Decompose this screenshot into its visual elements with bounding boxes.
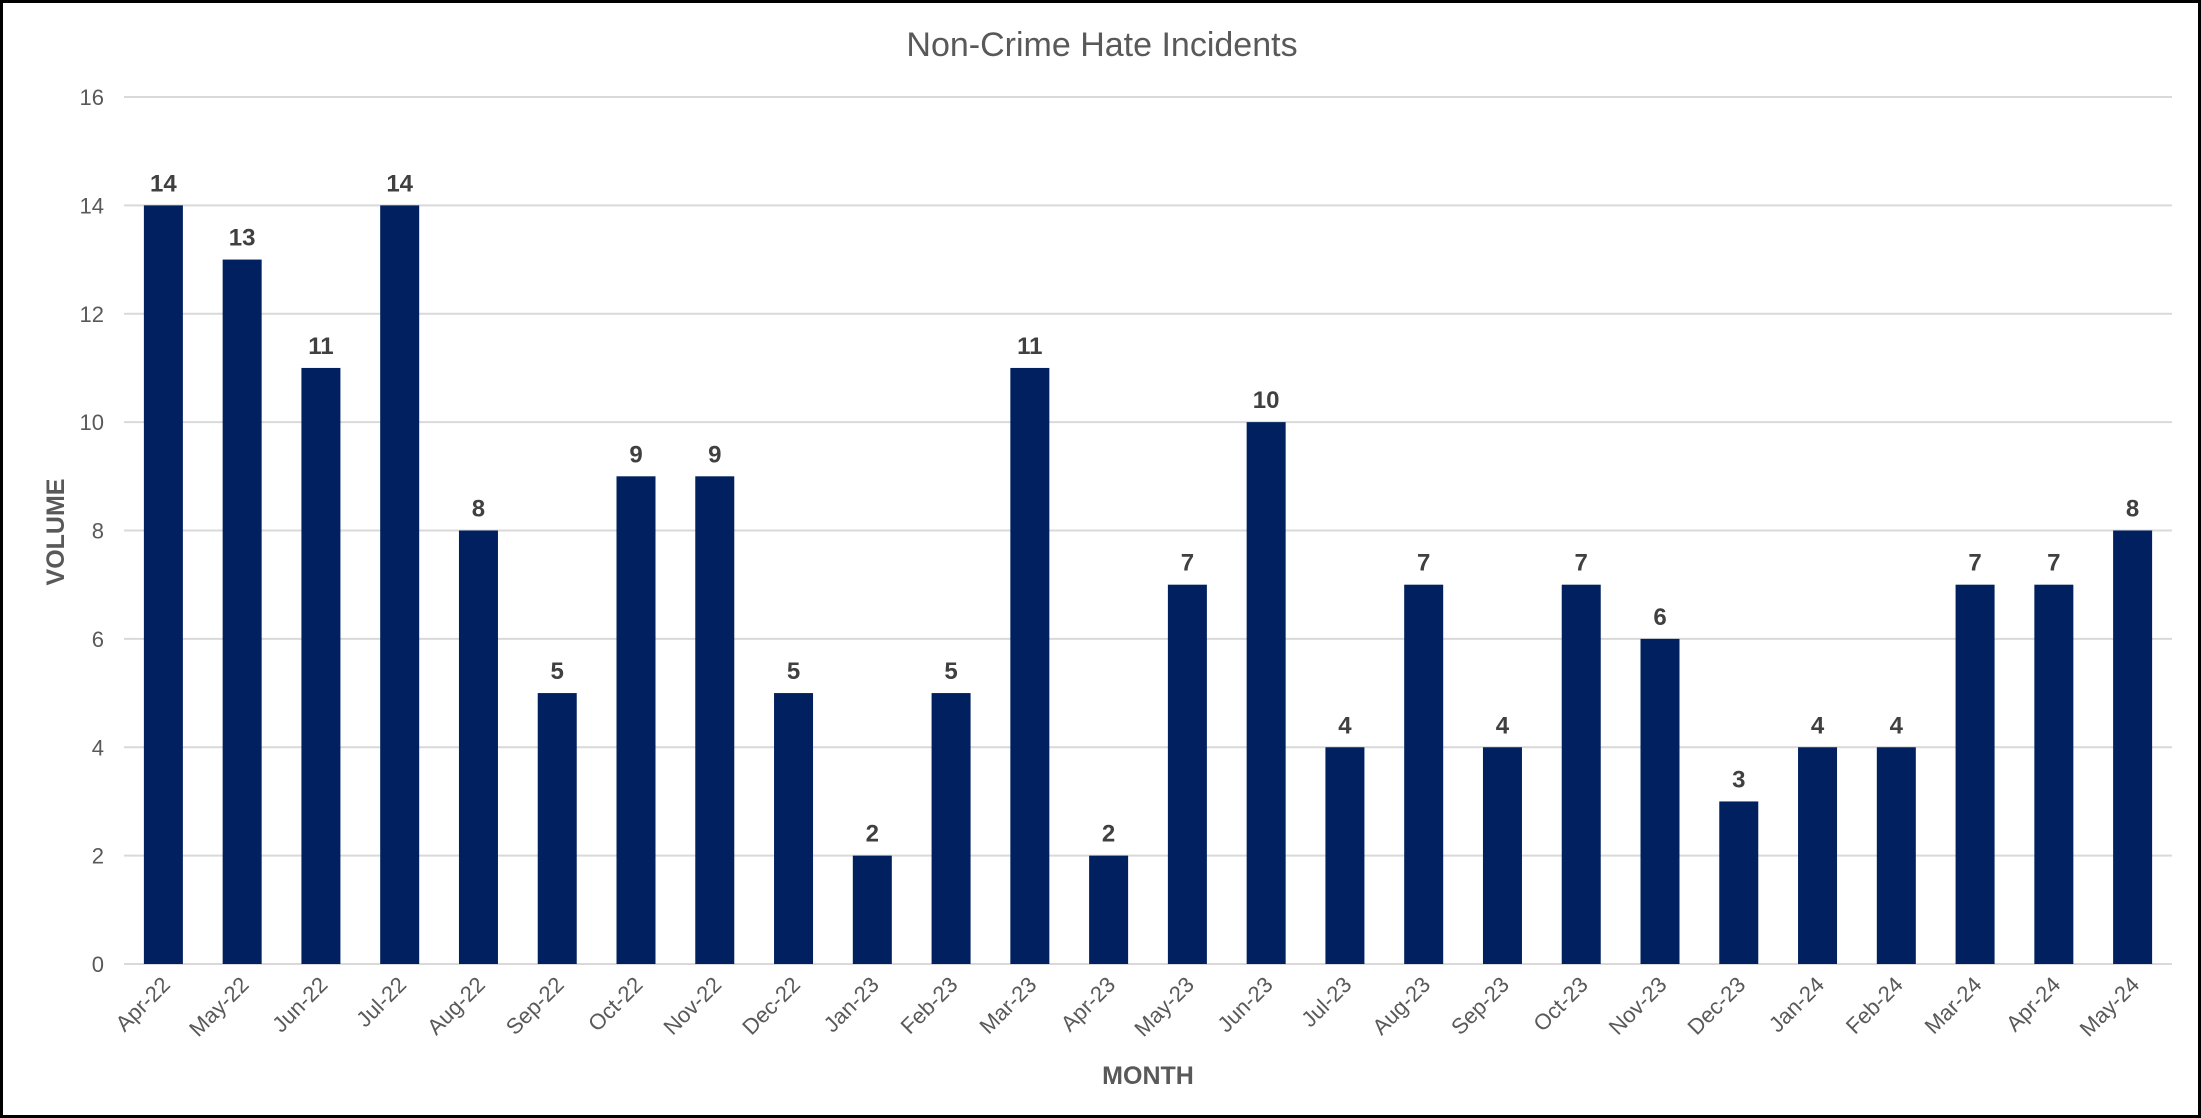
- bar: [1167, 584, 1207, 964]
- data-label: 9: [629, 441, 642, 468]
- bar: [1719, 801, 1759, 964]
- data-label: 8: [2126, 496, 2139, 523]
- bar: [143, 205, 183, 964]
- x-tick-label: May-23: [1129, 972, 1199, 1042]
- bar: [1404, 584, 1444, 964]
- data-label: 2: [866, 821, 879, 848]
- y-tick-label: 14: [80, 193, 104, 218]
- bar: [616, 476, 656, 964]
- bar: [1482, 747, 1522, 964]
- data-label: 10: [1253, 387, 1280, 414]
- bar: [1640, 638, 1680, 964]
- data-label: 7: [1575, 550, 1588, 577]
- x-tick-label: Nov-22: [658, 972, 726, 1040]
- y-tick-label: 10: [80, 410, 104, 435]
- y-tick-label: 6: [92, 627, 104, 652]
- y-tick-label: 8: [92, 519, 104, 544]
- x-tick-label: Sep-22: [501, 972, 569, 1040]
- y-tick-label: 2: [92, 844, 104, 869]
- y-axis-ticks: 0 2 4 6 8 10 12 14 16: [80, 85, 104, 977]
- gridlines: [124, 96, 2172, 965]
- chart-title: Non-Crime Hate Incidents: [906, 26, 1297, 64]
- data-label: 3: [1732, 766, 1745, 793]
- x-tick-label: Nov-23: [1604, 972, 1672, 1040]
- x-axis-title: MONTH: [1102, 1062, 1194, 1090]
- x-tick-label: May-22: [184, 972, 254, 1042]
- x-tick-label: Jun-22: [267, 972, 332, 1037]
- bar: [1010, 367, 1050, 964]
- data-label: 4: [1890, 712, 1904, 739]
- x-tick-label: May-24: [2075, 972, 2145, 1042]
- bar: [380, 205, 420, 964]
- y-tick-label: 0: [92, 952, 104, 977]
- bar: [1876, 747, 1916, 964]
- x-tick-label: Jul-22: [351, 972, 411, 1032]
- data-label: 7: [2047, 550, 2060, 577]
- data-label: 2: [1102, 821, 1115, 848]
- x-tick-label: Jan-23: [819, 972, 884, 1037]
- data-label: 4: [1811, 712, 1825, 739]
- data-label: 9: [708, 441, 721, 468]
- y-tick-label: 12: [80, 302, 104, 327]
- bar: [222, 259, 262, 964]
- bar: [1798, 747, 1838, 964]
- x-tick-label: Jun-23: [1212, 972, 1277, 1037]
- bars: [143, 205, 2153, 964]
- x-tick-label: Aug-23: [1367, 972, 1435, 1040]
- x-tick-label: Feb-24: [1841, 972, 1908, 1039]
- x-tick-label: Mar-23: [974, 972, 1041, 1039]
- data-labels: 14 13 11 14 8 5 9 9 5 2 5 11 2 7 10 4 7 4 7 6 3 4 4 7 7 8: [150, 170, 2139, 847]
- y-tick-label: 16: [80, 85, 104, 110]
- data-label: 5: [944, 658, 957, 685]
- bar: [695, 476, 735, 964]
- x-tick-label: Aug-22: [422, 972, 490, 1040]
- data-label: 4: [1496, 712, 1510, 739]
- data-label: 13: [229, 225, 256, 252]
- bar: [931, 693, 971, 964]
- x-tick-label: Oct-23: [1528, 972, 1592, 1036]
- data-label: 11: [1017, 333, 1042, 360]
- x-tick-label: Apr-22: [111, 972, 175, 1036]
- x-tick-label: Apr-23: [1056, 972, 1120, 1036]
- bar: [458, 530, 498, 964]
- bar: [852, 855, 892, 964]
- x-tick-label: Feb-23: [896, 972, 963, 1039]
- y-tick-label: 4: [92, 735, 104, 760]
- data-label: 11: [308, 333, 333, 360]
- x-tick-label: Apr-24: [2001, 972, 2065, 1036]
- y-axis-title: VOLUME: [42, 479, 70, 586]
- data-label: 14: [150, 170, 177, 197]
- bar: [1089, 855, 1129, 964]
- x-tick-label: Oct-22: [583, 972, 647, 1036]
- data-label: 7: [1417, 550, 1430, 577]
- x-tick-label: Sep-23: [1446, 972, 1514, 1040]
- x-axis-ticks: Apr-22 May-22 Jun-22 Jul-22 Aug-22 Sep-22 Oct-…: [111, 972, 2145, 1042]
- x-tick-label: Jul-23: [1296, 972, 1356, 1032]
- bar: [537, 693, 577, 964]
- data-label: 6: [1653, 604, 1666, 631]
- data-label: 4: [1338, 712, 1352, 739]
- data-label: 7: [1181, 550, 1194, 577]
- bar: [1561, 584, 1601, 964]
- data-label: 8: [472, 496, 485, 523]
- data-label: 7: [1968, 550, 1981, 577]
- x-tick-label: Jan-24: [1764, 972, 1829, 1037]
- bar: [1246, 422, 1286, 964]
- bar: [1955, 584, 1995, 964]
- data-label: 5: [787, 658, 800, 685]
- x-tick-label: Mar-24: [1920, 972, 1987, 1039]
- bar: [774, 693, 814, 964]
- data-label: 14: [386, 170, 413, 197]
- bar: [1325, 747, 1365, 964]
- data-label: 5: [551, 658, 564, 685]
- bar: [2034, 584, 2074, 964]
- bar: [301, 367, 341, 964]
- bar: [2113, 530, 2153, 964]
- x-tick-label: Dec-23: [1682, 972, 1750, 1040]
- x-tick-label: Dec-22: [737, 972, 805, 1040]
